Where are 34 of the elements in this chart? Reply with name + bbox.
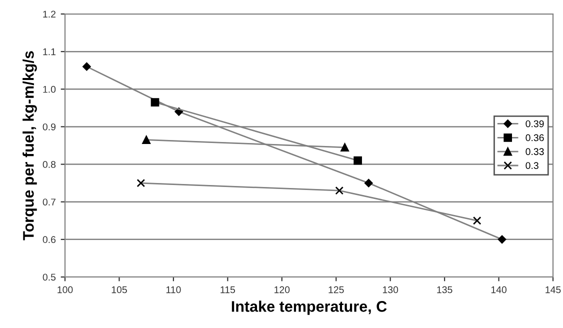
x-tick-label: 120 [274, 286, 290, 294]
y-tick-label: 0.7 [42, 198, 56, 206]
x-tick-label: 145 [546, 286, 561, 294]
y-tick-label: 0.8 [42, 161, 56, 168]
x-tick-label: 115 [220, 286, 236, 294]
y-tick-label: 0.9 [42, 123, 56, 130]
x-tick-label: 110 [166, 286, 181, 294]
x-tick-label: 105 [112, 286, 127, 294]
x-tick-label: 130 [382, 286, 398, 294]
point [136, 178, 146, 188]
legend-label: 0.3 [526, 162, 538, 169]
point [354, 156, 362, 165]
x-tick-label: 125 [328, 286, 344, 294]
x-axis-title: Intake temperature, C [232, 300, 387, 315]
y-tick-label: 0.6 [42, 236, 56, 244]
legend-label: 0.36 [526, 134, 544, 142]
legend-label: 0.39 [526, 120, 544, 128]
point [82, 62, 91, 71]
point [498, 235, 506, 244]
point [364, 178, 373, 188]
y-tick-label: 1.0 [43, 86, 56, 93]
x-tick-label: 140 [491, 286, 507, 294]
point [472, 216, 482, 225]
point [340, 143, 349, 152]
point [142, 136, 150, 144]
y-tick-label: 1.1 [43, 48, 56, 56]
x-tick-label: 135 [437, 286, 452, 294]
x-tick-label: 100 [58, 286, 73, 294]
point [150, 98, 160, 106]
y-tick-label: 0.5 [42, 274, 56, 281]
point [335, 186, 344, 195]
y-tick-label: 1.2 [43, 10, 56, 18]
y-axis-title: Torque per fuel, kg-m/kg/s [22, 51, 37, 240]
legend-label: 0.33 [526, 148, 544, 156]
